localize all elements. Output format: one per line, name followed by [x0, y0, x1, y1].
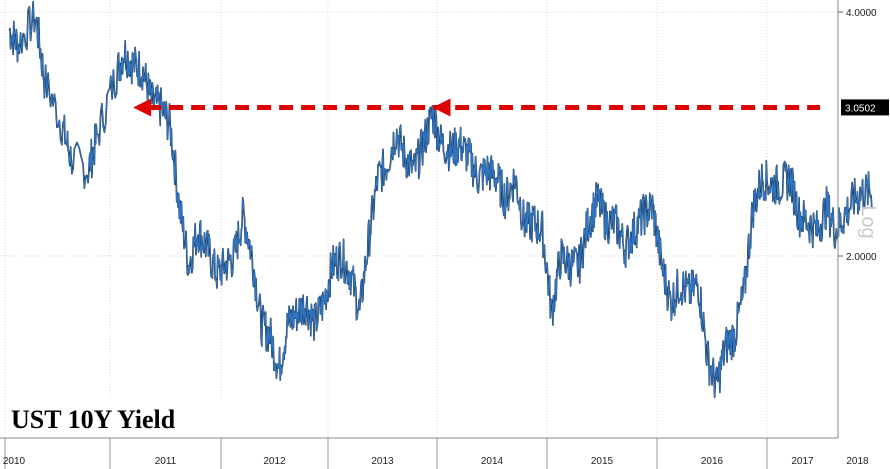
y-axis-labels: 4.0000 2.0000 [846, 8, 877, 263]
chart-grid [0, 0, 838, 438]
chart-axes [0, 0, 843, 469]
last-value-label: 3.0502 [845, 103, 876, 114]
resistance-arrow-annotation [133, 98, 820, 117]
x-axis-labels: 2010 2011 2012 2013 2014 2015 2016 2017 2018 [3, 456, 869, 467]
last-value-box [841, 99, 889, 116]
arrow-head [432, 98, 451, 117]
x-tick-label: 2014 [481, 456, 504, 467]
log-scale-label: Log [857, 205, 879, 238]
y-tick-label: 4.0000 [846, 8, 877, 19]
x-tick-label: 2012 [263, 456, 286, 467]
chart-title: UST 10Y Yield [11, 405, 176, 434]
arrow-head [133, 98, 152, 117]
x-tick-label: 2016 [701, 456, 724, 467]
x-tick-label: 2011 [155, 456, 177, 467]
y-tick-label: 2.0000 [846, 252, 877, 263]
yield-series [8, 0, 873, 399]
x-tick-label: 2015 [591, 456, 614, 467]
x-tick-label: 2013 [371, 456, 394, 467]
last-value-badge: 3.0502 [841, 99, 889, 116]
title-backdrop [6, 397, 236, 437]
series-line-blue [8, 0, 873, 398]
x-tick-label: 2017 [791, 456, 814, 467]
x-tick-label: 2018 [846, 456, 869, 467]
x-tick-label: 2010 [3, 456, 26, 467]
